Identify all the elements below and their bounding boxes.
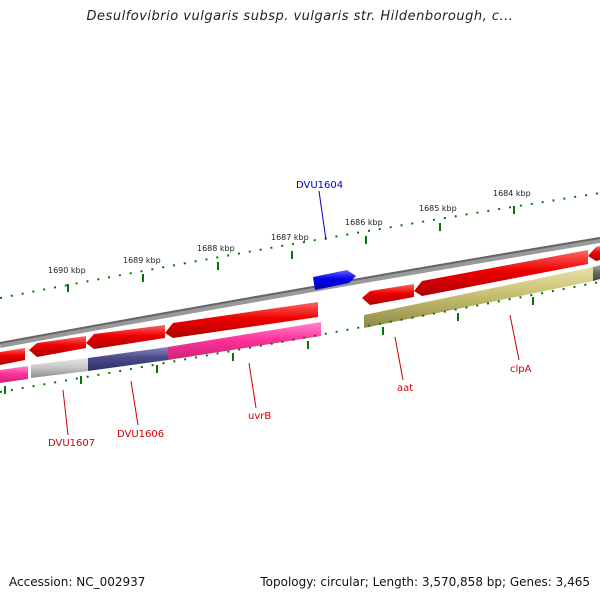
leader-DVU1604 bbox=[318, 190, 327, 241]
tick-label-1689: 1689 kbp bbox=[123, 256, 161, 265]
leader-uvrB bbox=[248, 362, 257, 409]
tick-label-1688: 1688 kbp bbox=[197, 244, 235, 253]
lower-strand-genes bbox=[0, 265, 600, 383]
gene-reverse-6[interactable] bbox=[588, 246, 600, 261]
gene-clpA[interactable] bbox=[364, 267, 593, 328]
label-clpA[interactable]: clpA bbox=[510, 364, 532, 375]
gene-reverse-pink-edge[interactable] bbox=[0, 366, 28, 383]
label-uvrB[interactable]: uvrB bbox=[248, 411, 271, 422]
gene-DVU1604[interactable] bbox=[313, 270, 356, 290]
label-DVU1607[interactable]: DVU1607 bbox=[48, 438, 95, 449]
genome-summary-text: Topology: circular; Length: 3,570,858 bp… bbox=[260, 575, 590, 589]
label-aat[interactable]: aat bbox=[397, 383, 413, 394]
gene-reverse-5[interactable] bbox=[414, 250, 588, 296]
gene-reverse-4[interactable] bbox=[165, 302, 318, 338]
genome-title: Desulfovibrio vulgaris subsp. vulgaris s… bbox=[86, 9, 514, 24]
genome-backbone bbox=[0, 237, 600, 348]
leader-DVU1607 bbox=[62, 389, 69, 436]
tick-label-1685: 1685 kbp bbox=[419, 204, 457, 213]
gene-reverse-2[interactable] bbox=[29, 336, 86, 357]
gene-reverse-3[interactable] bbox=[86, 325, 165, 349]
gene-uvrB[interactable] bbox=[168, 322, 321, 360]
reverse-strand-genes bbox=[0, 246, 600, 365]
tick-label-1690: 1690 kbp bbox=[48, 266, 86, 275]
gene-aat[interactable] bbox=[362, 284, 414, 305]
accession-text: Accession: NC_002937 bbox=[9, 575, 146, 589]
lower-tick-track bbox=[0, 281, 600, 394]
leader-DVU1606 bbox=[130, 380, 139, 426]
gene-DVU1606[interactable] bbox=[88, 347, 168, 371]
label-DVU1604[interactable]: DVU1604 bbox=[296, 180, 343, 191]
label-DVU1606[interactable]: DVU1606 bbox=[117, 429, 164, 440]
gene-DVU1607[interactable] bbox=[31, 358, 88, 378]
gene-reverse-1[interactable] bbox=[0, 348, 25, 365]
leader-aat bbox=[394, 336, 404, 381]
gene-lower-edge[interactable] bbox=[593, 265, 600, 281]
leader-clpA bbox=[509, 314, 520, 361]
upper-tick-track bbox=[0, 192, 600, 299]
tick-label-1684: 1684 kbp bbox=[493, 189, 531, 198]
tick-label-1686: 1686 kbp bbox=[345, 218, 383, 227]
tick-label-1687: 1687 kbp bbox=[271, 233, 309, 242]
